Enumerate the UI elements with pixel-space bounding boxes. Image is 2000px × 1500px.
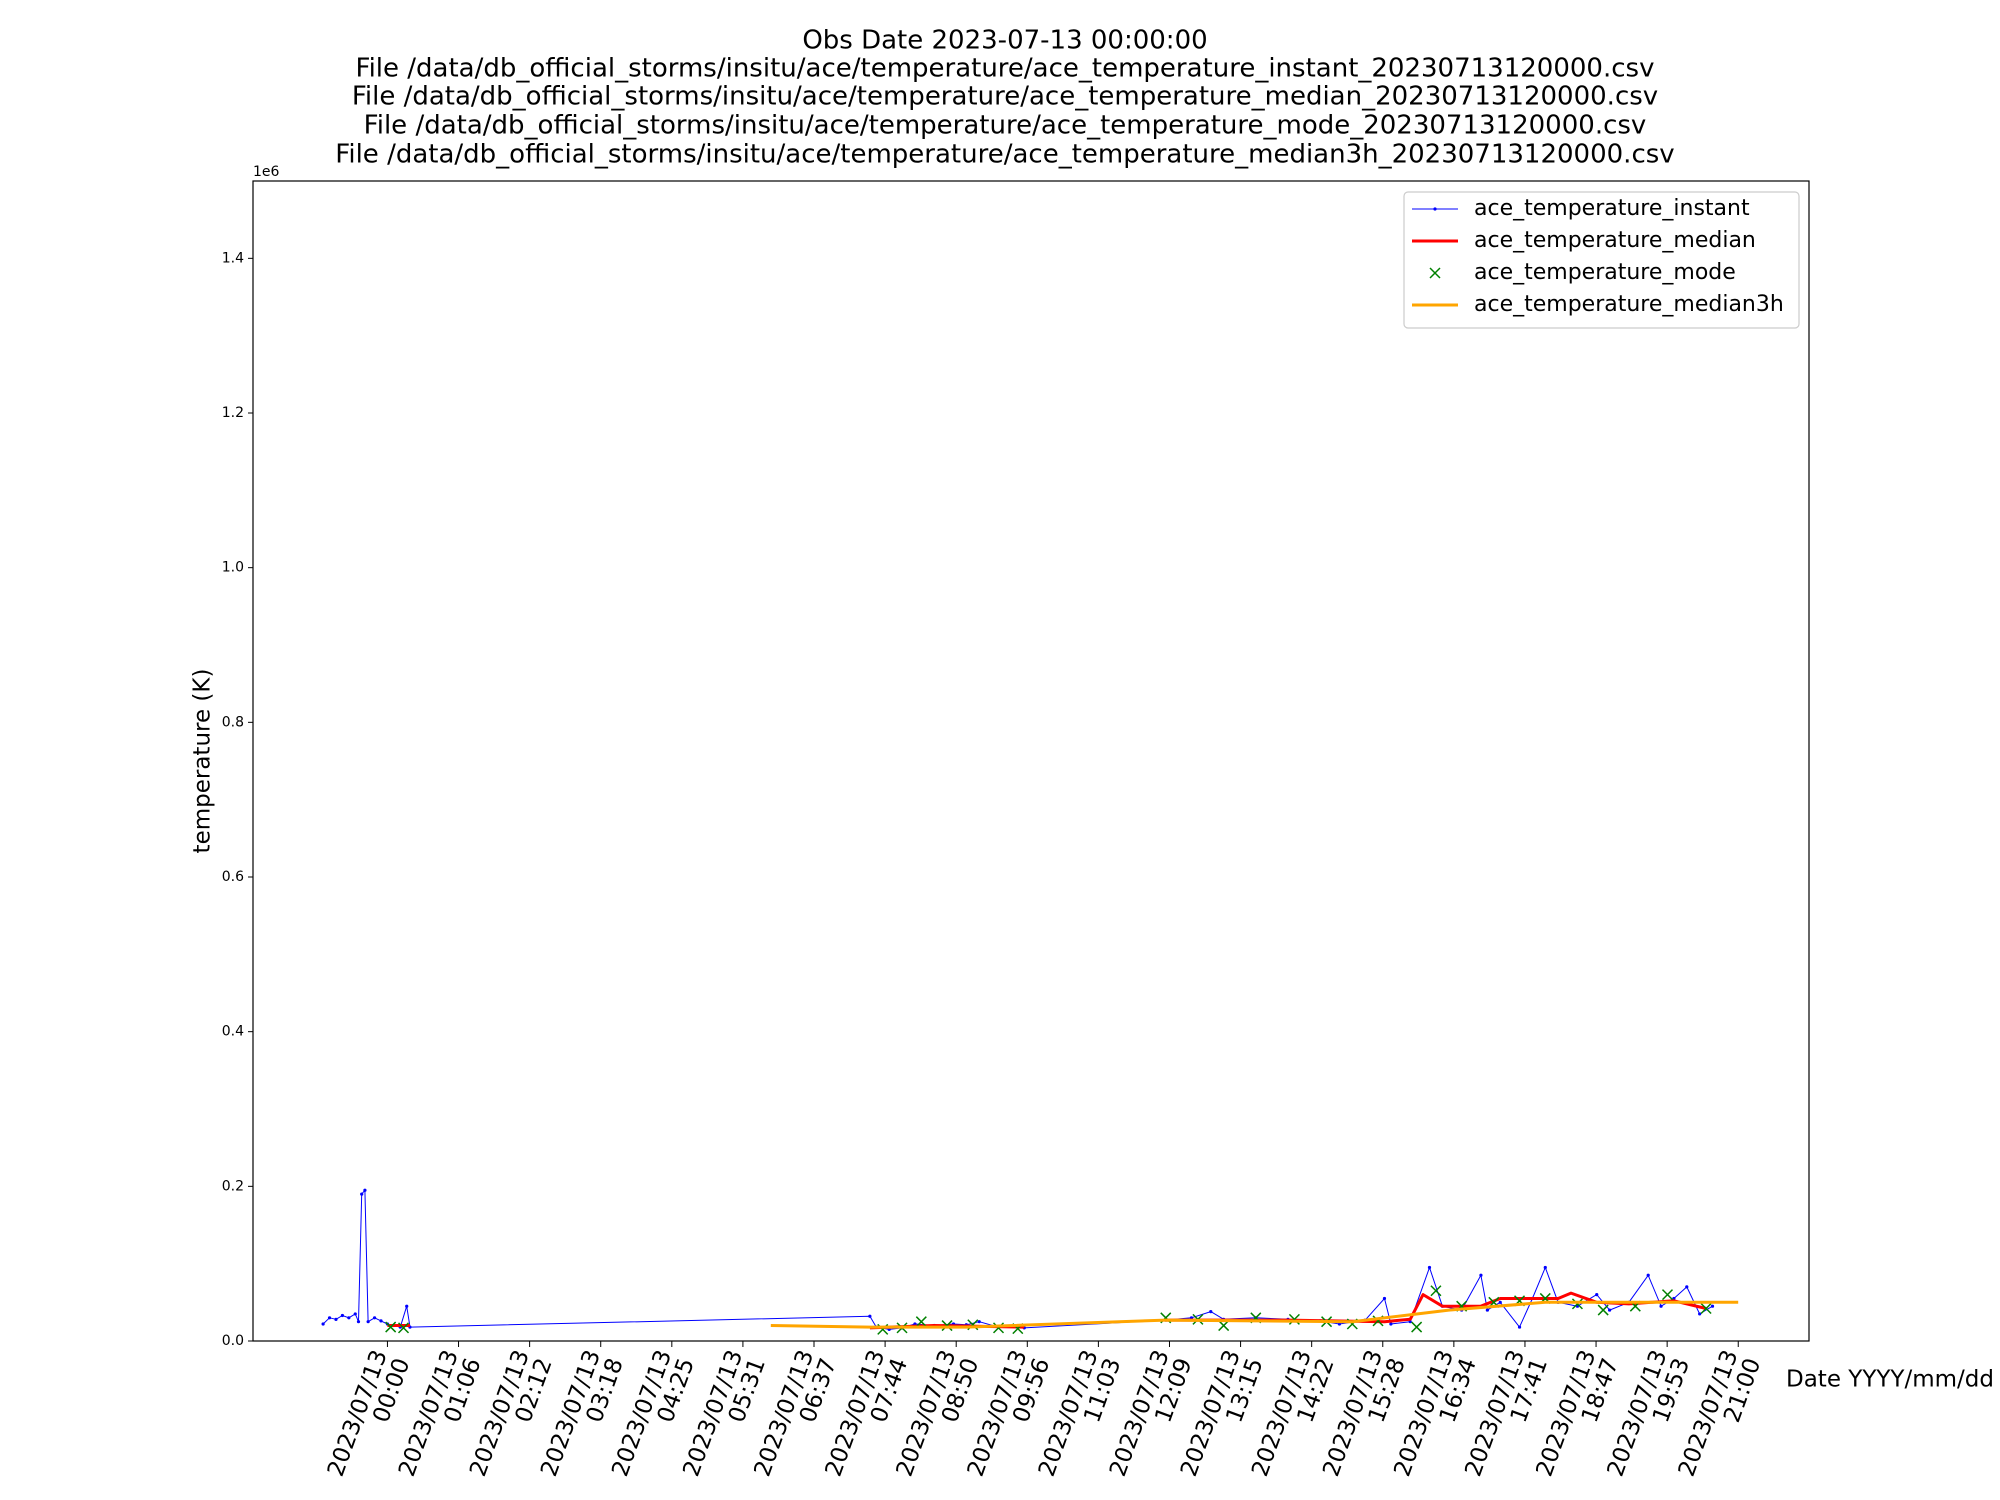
chart-title: File /data/db_official_storms/insitu/ace… bbox=[335, 140, 1674, 170]
instant-dot bbox=[327, 1316, 332, 1320]
instant-dot bbox=[334, 1317, 338, 1321]
instant-dot bbox=[868, 1314, 872, 1318]
legend-box bbox=[1403, 191, 1800, 329]
chart-title: File /data/db_official_storms/insitu/ace… bbox=[364, 111, 1647, 141]
y-offset-label: 1e6 bbox=[253, 164, 280, 180]
y-tick-label: 0.6 bbox=[222, 869, 244, 885]
mode-marker bbox=[385, 1321, 397, 1333]
instant-dot bbox=[1543, 1265, 1547, 1270]
instant-dot bbox=[1389, 1322, 1393, 1326]
mode-marker bbox=[397, 1322, 410, 1334]
instant-dot bbox=[1595, 1293, 1599, 1297]
instant-dot bbox=[1209, 1310, 1213, 1314]
instant-dot bbox=[1685, 1285, 1689, 1289]
y-tick-label: 1.4 bbox=[222, 250, 244, 266]
y-tick-label: 1.2 bbox=[222, 405, 244, 421]
instant-dot bbox=[372, 1316, 377, 1320]
mode-marker bbox=[1218, 1319, 1230, 1332]
legend-label: ace_temperature_median3h bbox=[1474, 292, 1784, 317]
instant-dot bbox=[1498, 1300, 1502, 1304]
y-tick-label: 0.2 bbox=[222, 1178, 244, 1194]
instant-dot bbox=[1479, 1273, 1483, 1277]
instant-dot bbox=[1698, 1312, 1702, 1316]
instant-dot bbox=[1672, 1296, 1676, 1301]
axes-frame bbox=[252, 180, 1810, 1342]
y-axis-label: temperature (K) bbox=[190, 669, 216, 854]
instant-dot bbox=[340, 1313, 345, 1318]
chart-title: Obs Date 2023-07-13 00:00:00 bbox=[802, 26, 1207, 56]
y-tick-label: 0.0 bbox=[222, 1333, 244, 1349]
legend-marker bbox=[1429, 267, 1441, 279]
mode-marker bbox=[1597, 1304, 1609, 1316]
legend-label: ace_temperature_median bbox=[1474, 228, 1756, 253]
instant-dot bbox=[1517, 1325, 1522, 1329]
mode-marker bbox=[1661, 1289, 1674, 1301]
chart-title: File /data/db_official_storms/insitu/ace… bbox=[356, 54, 1655, 84]
mode-marker bbox=[1430, 1285, 1442, 1297]
instant-dot bbox=[379, 1319, 383, 1323]
instant-dot bbox=[1659, 1304, 1663, 1308]
instant-dot bbox=[347, 1316, 351, 1320]
instant-dot bbox=[356, 1320, 361, 1324]
instant-dot bbox=[321, 1322, 325, 1326]
chart-title: File /data/db_official_storms/insitu/ace… bbox=[352, 82, 1658, 112]
mode-marker bbox=[1571, 1298, 1583, 1310]
mode-marker bbox=[915, 1316, 927, 1328]
instant-dot bbox=[405, 1304, 409, 1308]
instant-dot bbox=[353, 1312, 357, 1316]
legend-dot bbox=[1433, 207, 1437, 211]
instant-dot bbox=[1427, 1265, 1432, 1270]
instant-dot bbox=[366, 1320, 370, 1324]
series-line bbox=[770, 1300, 1739, 1329]
instant-dot bbox=[977, 1320, 981, 1324]
mode-marker bbox=[1411, 1321, 1423, 1333]
mode-marker bbox=[1700, 1302, 1712, 1315]
instant-dot bbox=[1382, 1296, 1387, 1301]
mode-marker bbox=[941, 1319, 953, 1332]
instant-dot bbox=[1337, 1322, 1342, 1326]
y-tick-label: 0.8 bbox=[222, 714, 244, 730]
y-tick-label: 0.4 bbox=[222, 1024, 244, 1040]
instant-dot bbox=[1710, 1304, 1715, 1308]
legend-label: ace_temperature_mode bbox=[1474, 260, 1736, 285]
y-tick-label: 1.0 bbox=[222, 560, 244, 576]
instant-dot bbox=[1646, 1273, 1650, 1277]
instant-dot bbox=[360, 1192, 364, 1196]
instant-dot bbox=[1607, 1308, 1612, 1312]
legend-label: ace_temperature_instant bbox=[1474, 196, 1750, 221]
instant-dot bbox=[1485, 1308, 1489, 1312]
x-axis-label: Date YYYY/mm/dd bbox=[1786, 1367, 1994, 1393]
plot-area bbox=[321, 1188, 1739, 1335]
instant-dot bbox=[363, 1188, 367, 1192]
